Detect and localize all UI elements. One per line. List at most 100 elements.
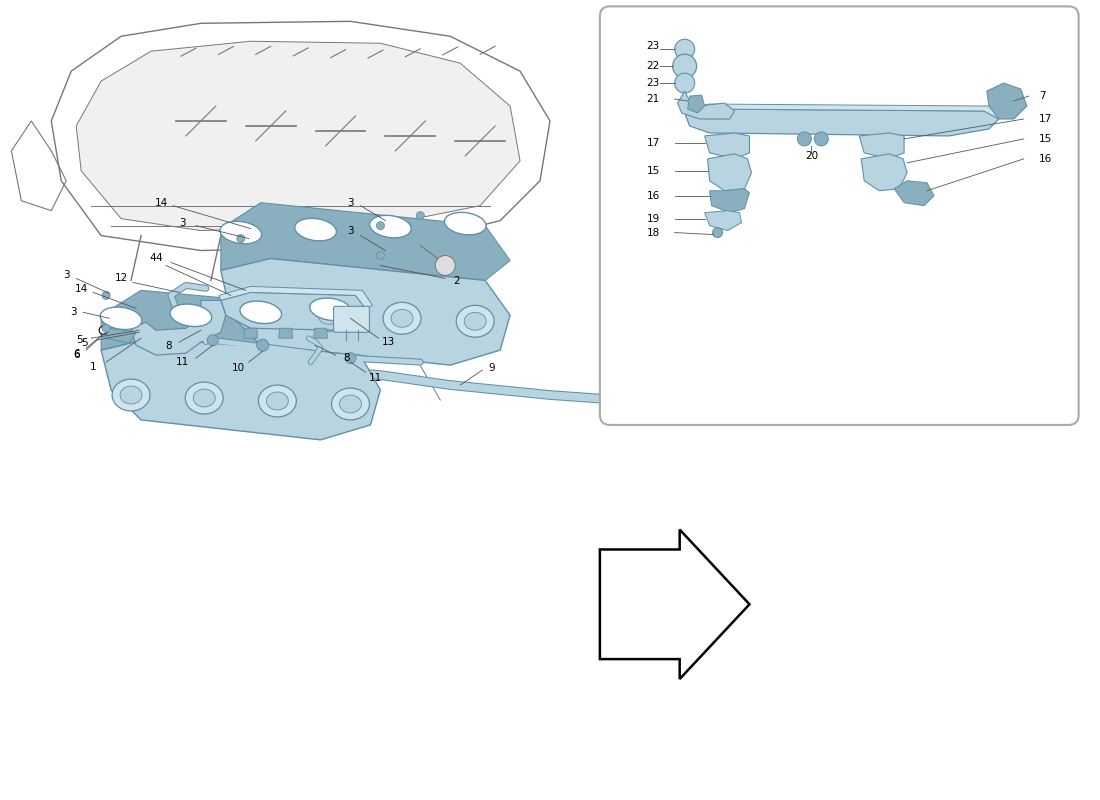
Ellipse shape [100,307,142,330]
Polygon shape [705,210,741,230]
Text: 16: 16 [1038,154,1052,164]
Polygon shape [684,109,999,136]
Text: 3: 3 [70,307,77,318]
Text: 14: 14 [154,198,167,208]
Text: 17: 17 [1038,114,1052,124]
Circle shape [436,255,455,275]
Ellipse shape [266,392,288,410]
Polygon shape [859,133,904,159]
Text: 22: 22 [647,61,660,71]
Text: 8: 8 [343,353,350,363]
Polygon shape [76,42,520,230]
Polygon shape [219,286,373,308]
Ellipse shape [310,298,351,321]
Circle shape [814,132,828,146]
Ellipse shape [392,310,412,327]
Text: 9: 9 [488,363,495,373]
Polygon shape [861,154,908,190]
Circle shape [713,228,723,238]
Text: 15: 15 [1038,134,1052,144]
Ellipse shape [444,212,486,235]
Text: 6: 6 [73,349,79,359]
Ellipse shape [318,306,340,324]
Ellipse shape [220,222,262,244]
Ellipse shape [240,301,282,323]
Text: 3: 3 [348,198,354,208]
Ellipse shape [331,388,370,420]
Ellipse shape [370,215,411,238]
Polygon shape [894,181,934,206]
Circle shape [256,339,268,351]
Text: 5: 5 [81,338,88,348]
Text: 1: 1 [90,362,97,372]
Text: 21: 21 [647,94,660,104]
Text: 2: 2 [453,277,460,286]
Circle shape [345,353,356,364]
Text: 14: 14 [75,284,88,294]
Polygon shape [278,328,293,338]
Ellipse shape [464,312,486,330]
Circle shape [376,222,384,230]
Ellipse shape [185,382,223,414]
Ellipse shape [245,303,266,322]
Circle shape [208,334,218,346]
Text: 23: 23 [647,42,660,51]
Ellipse shape [456,306,494,338]
Polygon shape [710,189,749,213]
Polygon shape [707,154,751,190]
Text: 11: 11 [368,373,382,383]
Text: 3: 3 [179,218,186,228]
Polygon shape [682,104,1004,119]
FancyBboxPatch shape [600,6,1079,425]
Text: 8: 8 [166,341,173,351]
Text: 12: 12 [114,274,128,283]
Ellipse shape [112,379,150,411]
Text: 20: 20 [805,151,818,161]
Text: 13: 13 [382,338,395,347]
Circle shape [376,251,384,259]
FancyBboxPatch shape [333,306,370,332]
Polygon shape [101,338,381,440]
Ellipse shape [170,304,211,326]
Text: 6: 6 [73,350,79,360]
Polygon shape [678,91,735,119]
Polygon shape [987,83,1026,119]
Circle shape [99,326,107,334]
Text: 7: 7 [1038,91,1045,101]
Text: 18: 18 [647,227,660,238]
Circle shape [236,234,245,242]
Ellipse shape [120,386,142,404]
Polygon shape [101,290,381,355]
Polygon shape [131,300,226,355]
Polygon shape [600,530,749,679]
Ellipse shape [295,218,337,241]
Circle shape [673,54,696,78]
Ellipse shape [258,385,296,417]
Polygon shape [221,258,510,365]
Text: 10: 10 [232,363,245,373]
Text: 5: 5 [76,335,82,346]
Circle shape [102,324,110,332]
Ellipse shape [194,389,216,407]
Text: 23: 23 [647,78,660,88]
Polygon shape [688,95,705,113]
Text: 3: 3 [348,226,354,235]
Text: 11: 11 [176,357,189,367]
Polygon shape [106,328,136,343]
Ellipse shape [236,296,275,328]
Circle shape [102,291,110,299]
Ellipse shape [383,302,421,334]
Text: 4: 4 [150,254,156,263]
Polygon shape [221,202,510,281]
Polygon shape [244,328,257,338]
Text: 16: 16 [647,190,660,201]
Circle shape [416,212,425,220]
Text: 19: 19 [647,214,660,224]
Polygon shape [314,328,328,338]
Polygon shape [705,133,749,159]
Text: 3: 3 [63,270,69,281]
Circle shape [798,132,812,146]
Text: 17: 17 [647,138,660,148]
Ellipse shape [310,299,348,331]
Text: 4: 4 [156,254,163,263]
